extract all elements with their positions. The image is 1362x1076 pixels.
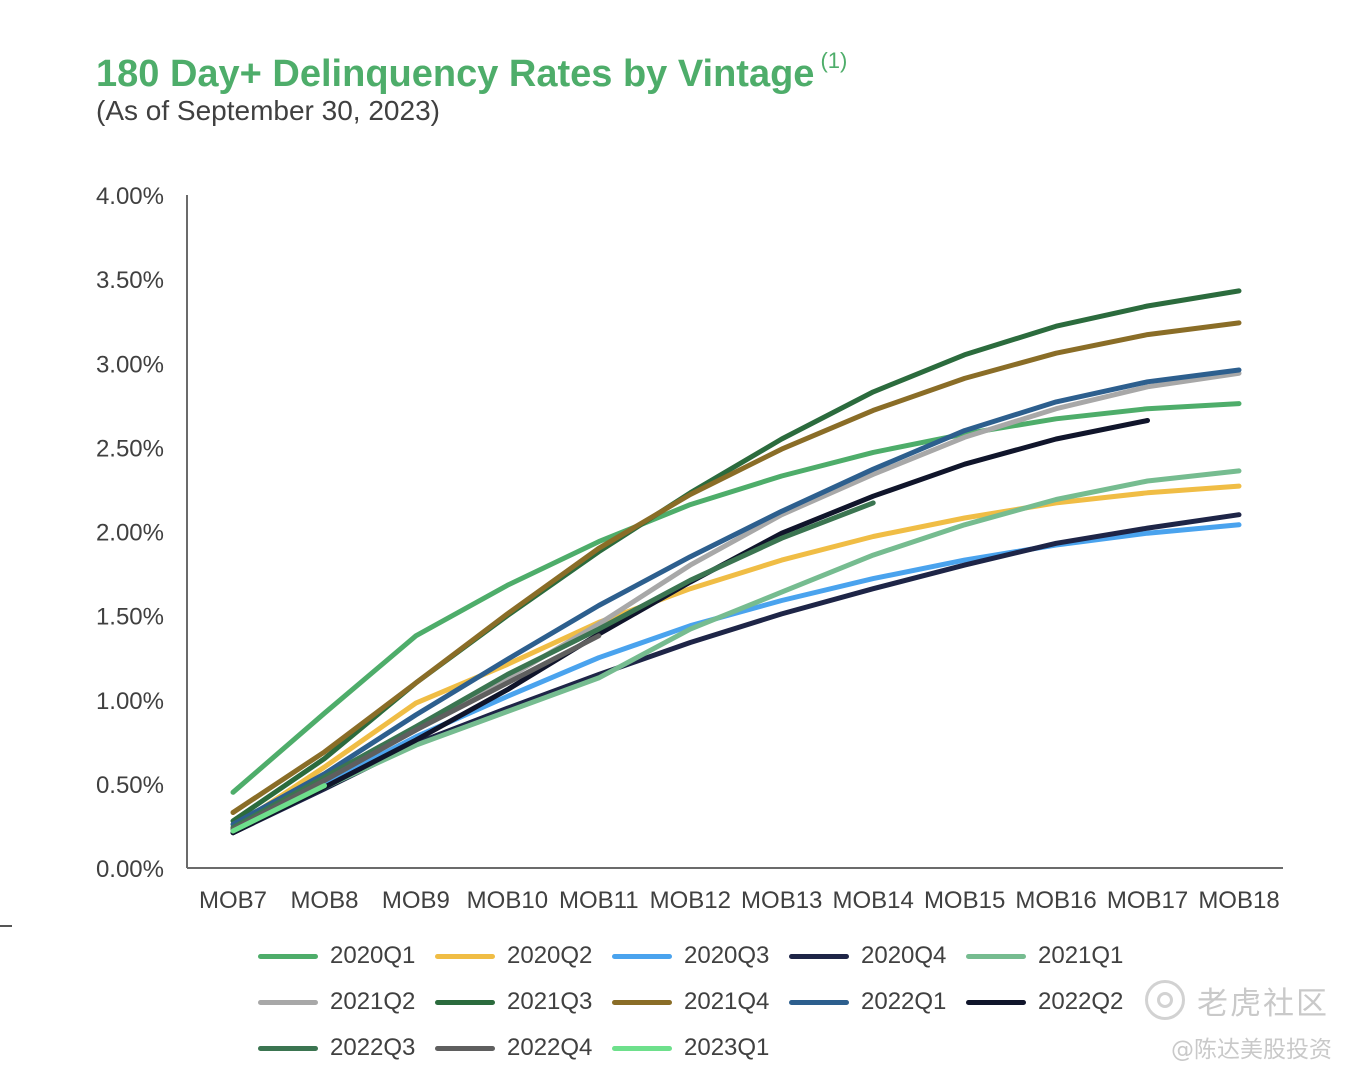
legend-item: 2022Q2	[966, 982, 1123, 1022]
chart-subtitle: (As of September 30, 2023)	[96, 95, 440, 126]
legend-swatch	[258, 953, 318, 959]
line-chart: 0.00% 0.50% 1.00% 1.50% 2.00% 2.50% 3.00% 3.50%…	[96, 183, 1283, 914]
series-line-2020Q2	[230, 483, 1242, 831]
legend-swatch	[966, 953, 1026, 959]
watermark-author: @陈达美股投资	[1171, 1037, 1332, 1063]
legend-label: 2021Q4	[684, 988, 770, 1015]
legend-label: 2022Q1	[861, 988, 947, 1015]
y-tick-label: 1.50%	[96, 604, 164, 631]
series-line-2022Q3	[230, 500, 876, 831]
x-tick-label: MOB18	[1198, 887, 1279, 914]
legend-label: 2020Q4	[861, 942, 947, 969]
legend-label: 2022Q2	[1038, 988, 1124, 1015]
x-axis-tick-labels: MOB7 MOB8 MOB9 MOB10 MOB11 MOB12 MOB13 MOB14 MOB…	[199, 887, 1280, 914]
legend-swatch	[612, 953, 672, 959]
legend-swatch	[789, 953, 849, 959]
legend-swatch	[789, 999, 849, 1005]
legend-label: 2021Q3	[507, 988, 593, 1015]
legend-swatch	[612, 1045, 672, 1051]
x-tick-label: MOB16	[1015, 887, 1096, 914]
series-line-2020Q4	[230, 512, 1242, 836]
side-dash	[0, 925, 12, 927]
x-tick-label: MOB7	[199, 887, 267, 914]
legend-item: 2021Q4	[612, 982, 769, 1022]
watermark: 老虎社区 @陈达美股投资	[1145, 978, 1345, 1068]
x-tick-label: MOB10	[467, 887, 548, 914]
legend-label: 2020Q2	[507, 942, 593, 969]
series-lines	[230, 288, 1242, 836]
chart-title-footnote: (1)	[820, 48, 848, 73]
legend-label: 2022Q3	[330, 1034, 416, 1061]
legend-item: 2020Q2	[435, 936, 592, 976]
x-tick-label: MOB8	[290, 887, 358, 914]
x-tick-label: MOB13	[741, 887, 822, 914]
y-tick-label: 3.00%	[96, 351, 164, 378]
legend-swatch	[435, 999, 495, 1005]
y-tick-label: 2.50%	[96, 435, 164, 462]
legend-swatch	[435, 1045, 495, 1051]
series-line-2020Q3	[230, 522, 1242, 832]
legend-label: 2020Q1	[330, 942, 416, 969]
legend-item: 2021Q2	[258, 982, 415, 1022]
legend-item: 2021Q3	[435, 982, 592, 1022]
chart-title: 180 Day+ Delinquency Rates by Vintage (1)	[96, 48, 847, 96]
chart-title-text: 180 Day+ Delinquency Rates by Vintage	[96, 53, 815, 95]
legend-item: 2021Q1	[966, 936, 1123, 976]
y-tick-label: 3.50%	[96, 267, 164, 294]
legend-item: 2020Q3	[612, 936, 769, 976]
y-tick-label: 0.50%	[96, 772, 164, 799]
legend-item: 2022Q1	[789, 982, 946, 1022]
watermark-name: 老虎社区	[1197, 986, 1329, 1022]
x-tick-label: MOB17	[1107, 887, 1188, 914]
x-tick-label: MOB11	[559, 887, 639, 914]
y-axis-tick-labels: 0.00% 0.50% 1.00% 1.50% 2.00% 2.50% 3.00% 3.50%…	[96, 183, 164, 883]
series-line-2021Q4	[230, 320, 1242, 815]
legend-swatch	[435, 953, 495, 959]
legend-swatch	[258, 1045, 318, 1051]
series-line-2020Q1	[230, 401, 1242, 795]
legend-label: 2021Q1	[1038, 942, 1124, 969]
legend-label: 2021Q2	[330, 988, 416, 1015]
watermark-logo-icon	[1145, 980, 1185, 1020]
legend-label: 2022Q4	[507, 1034, 593, 1061]
legend-item: 2022Q4	[435, 1028, 592, 1068]
series-line-2022Q1	[230, 367, 1242, 827]
legend-item: 2020Q1	[258, 936, 415, 976]
y-tick-label: 2.00%	[96, 520, 164, 547]
legend-swatch	[966, 999, 1026, 1005]
y-tick-label: 1.00%	[96, 688, 164, 715]
x-tick-label: MOB14	[832, 887, 913, 914]
series-line-2021Q1	[230, 468, 1242, 832]
legend-label: 2023Q1	[684, 1034, 770, 1061]
legend-swatch	[258, 999, 318, 1005]
legend-item: 2023Q1	[612, 1028, 769, 1068]
series-line-2022Q4	[230, 633, 602, 832]
x-tick-label: MOB15	[924, 887, 1005, 914]
x-tick-label: MOB12	[650, 887, 731, 914]
legend-item: 2020Q4	[789, 936, 946, 976]
legend-label: 2020Q3	[684, 942, 770, 969]
series-line-2023Q1	[230, 783, 327, 834]
x-tick-label: MOB9	[382, 887, 450, 914]
legend-swatch	[612, 999, 672, 1005]
y-tick-label: 0.00%	[96, 856, 164, 883]
y-tick-label: 4.00%	[96, 183, 164, 210]
legend-item: 2022Q3	[258, 1028, 415, 1068]
